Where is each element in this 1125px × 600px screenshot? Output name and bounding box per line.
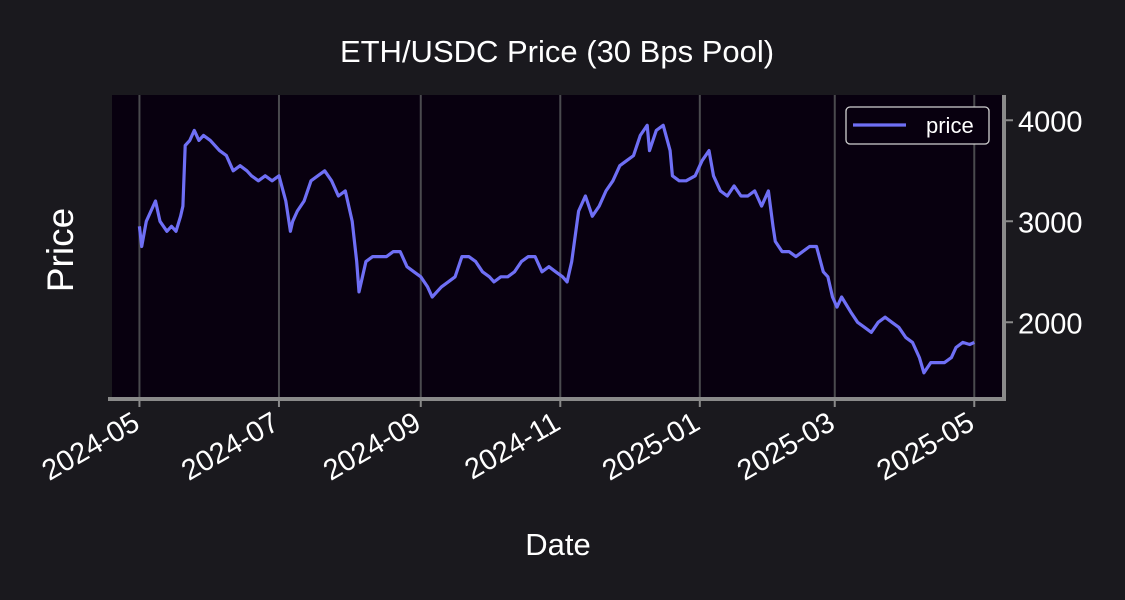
legend-box <box>845 106 990 145</box>
legend: price <box>845 106 990 145</box>
plot-area <box>112 95 1004 398</box>
x-axis-label: Date <box>525 527 590 562</box>
y-tick-label: 4000 <box>1018 106 1083 138</box>
axes <box>108 95 1006 401</box>
y-axis-label: Price <box>40 208 81 292</box>
price-series-line <box>137 123 975 375</box>
legend-label: price <box>926 113 974 138</box>
chart-title: ETH/USDC Price (30 Bps Pool) <box>340 34 774 69</box>
y-tick-label: 2000 <box>1018 308 1083 340</box>
grid-lines <box>138 95 976 398</box>
y-tick-label: 3000 <box>1018 207 1083 239</box>
y-tick-labels: 2000 3000 4000 <box>1006 106 1083 340</box>
